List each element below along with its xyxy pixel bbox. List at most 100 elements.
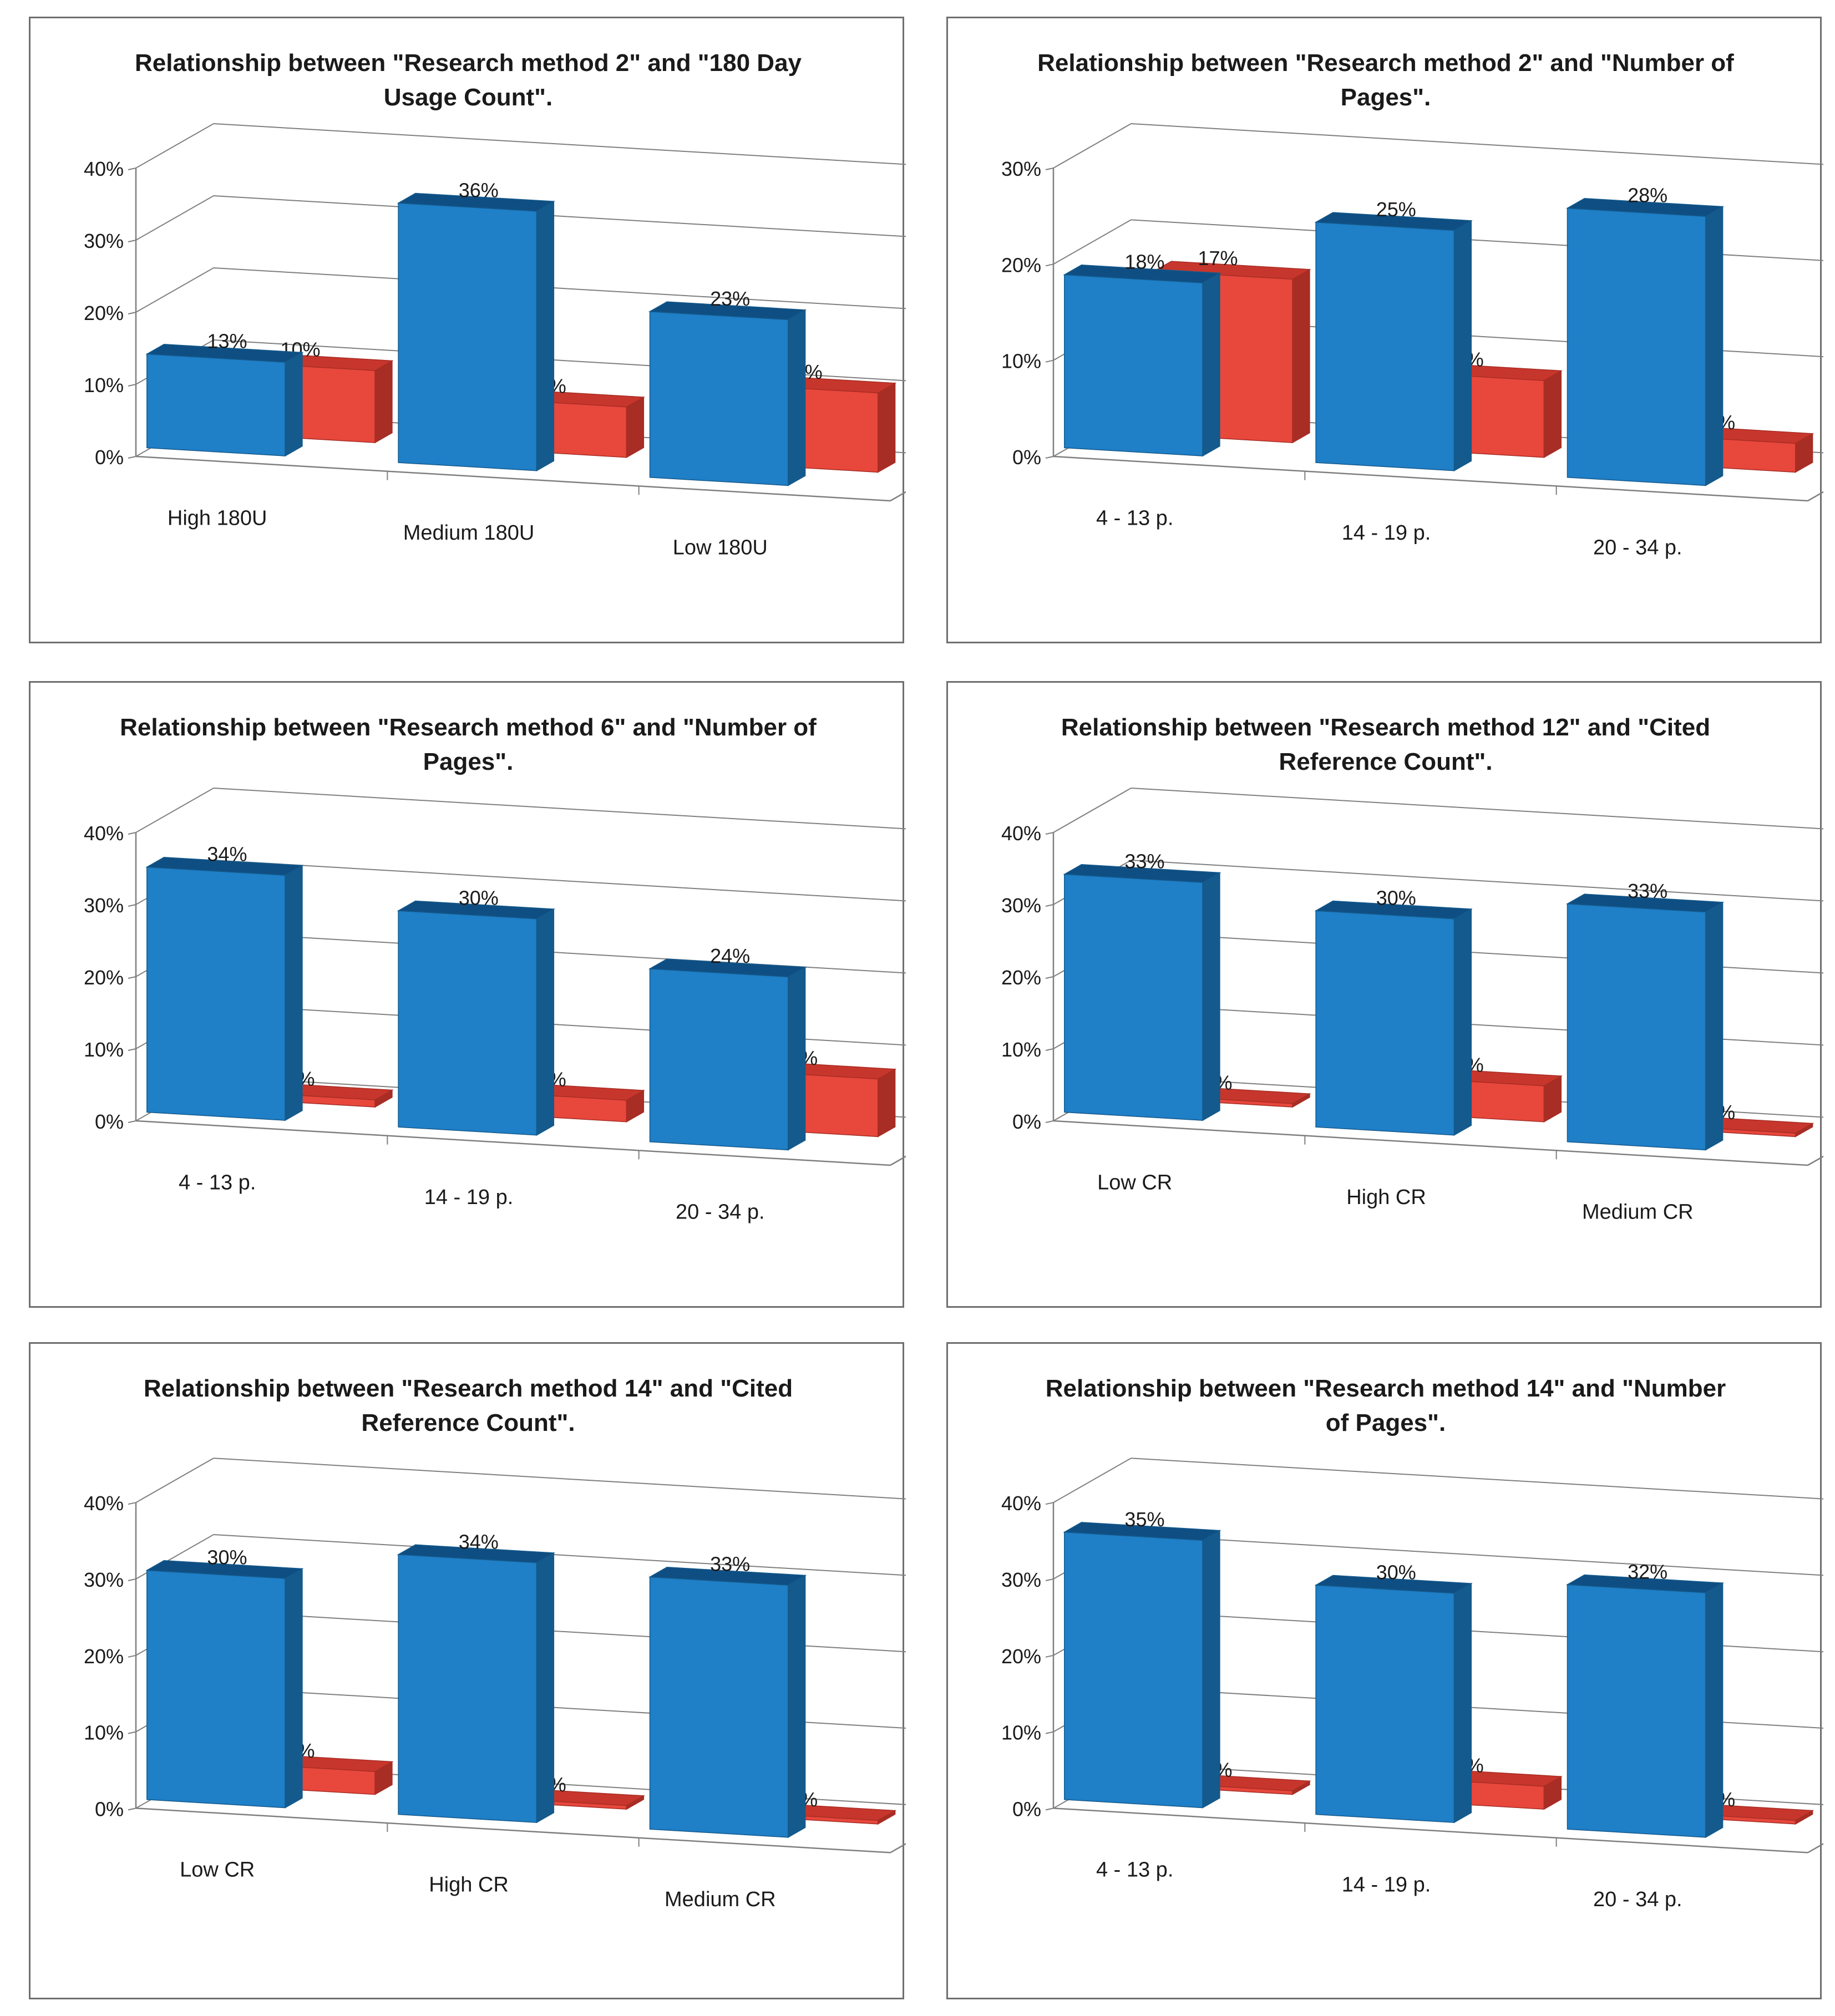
data-label: 23% [710,287,750,310]
y-tick-label: 10% [84,1722,124,1744]
bar-side [536,200,555,471]
gridline [1131,1687,1823,1729]
chart-title-line: Relationship between "Research method 14… [1046,1375,1726,1402]
y-tick [1045,1654,1054,1658]
gridline-side [135,195,214,241]
gridline [1131,1458,1823,1500]
gridline-side [135,123,214,169]
category-label: 4 - 13 p. [1096,1858,1173,1882]
gridline [213,1534,906,1576]
y-tick-label: 40% [84,158,124,180]
y-tick [1045,359,1054,363]
bar-series-1-3 [1565,1574,1725,1839]
chart-title: Relationship between "Research method 6"… [120,714,817,775]
bar-front [146,1570,286,1809]
depth-axis-line [890,1842,906,1853]
bar-top [648,301,807,321]
bar-top [145,344,304,363]
bar-top [1565,198,1725,217]
depth-axis-line [1807,1155,1823,1166]
gridline [213,267,906,309]
y-tick-label: 30% [84,1568,124,1591]
bar-side [1705,1582,1724,1839]
bar-series-1-3 [1565,198,1725,486]
chart-panel-4: Relationship between "Research method 12… [946,681,1823,1308]
bar-top [1153,261,1311,280]
y-tick-label: 10% [1001,1722,1041,1744]
data-label: 30% [207,1546,247,1569]
bar-front [649,311,789,486]
y-tick-label: 40% [84,822,124,845]
data-label: 34% [207,843,247,866]
data-label: 25% [1376,198,1416,221]
gridline [1131,1004,1823,1046]
data-label: 30% [1376,886,1416,909]
bar-top [397,1544,555,1563]
bar-side [626,396,645,458]
gridline [213,1458,906,1500]
bar-front [146,353,286,456]
depth-axis-line [1807,491,1823,502]
y-tick [1045,832,1054,835]
gridline-side [1053,1458,1132,1504]
chart-4: Relationship between "Research method 12… [1001,714,1823,1224]
y-tick-label: 40% [84,1492,124,1515]
bar-side [1705,901,1724,1151]
y-tick-label: 0% [1012,446,1041,469]
bar-side [788,1575,806,1839]
category-label: 20 - 34 p. [1593,1888,1682,1911]
gridline-side [1053,123,1132,169]
chart-5: Relationship between "Research method 14… [84,1375,906,1911]
axes [1045,167,1823,502]
bar-side [1292,268,1310,444]
axes [128,832,906,1166]
bar-series-1-1 [1063,1522,1221,1809]
depth-axis-line [890,491,906,502]
chart-title-line: Relationship between "Research method 12… [1061,714,1710,741]
bar-series-1-1 [145,1560,304,1809]
chart-3: Relationship between "Research method 6"… [84,714,906,1224]
bar-side [1543,370,1562,458]
bar-series-1-2 [1314,900,1473,1136]
chart-panel-1: Relationship between "Research method 2"… [29,17,906,643]
y-tick-label: 20% [84,302,124,324]
gridline [1131,1610,1823,1653]
category-label: 4 - 13 p. [179,1171,256,1194]
data-label: 28% [1628,184,1667,207]
data-label: 18% [1124,251,1164,273]
y-tick [128,1731,136,1734]
bar-front [649,1576,789,1838]
category-label: 20 - 34 p. [1593,536,1682,560]
y-tick-label: 0% [95,446,124,469]
gridline-side [135,1458,214,1504]
data-label: 33% [1628,880,1667,902]
data-label: 34% [459,1530,499,1553]
y-tick [1045,904,1054,907]
y-tick [1045,167,1054,170]
gridline [1131,932,1823,974]
bar-front [1567,903,1706,1151]
y-tick-label: 30% [84,894,124,917]
bar-side [788,966,806,1151]
gridline-side [1053,219,1132,265]
bar-side [374,360,393,444]
gridline-side [135,267,214,313]
y-tick-label: 10% [1001,350,1041,373]
bar-series-1-3 [648,1567,807,1839]
bar-top [397,192,555,212]
y-tick [128,1502,136,1505]
y-tick [128,456,136,459]
chart-title-line: Pages". [423,748,514,775]
bar-series-1-2 [397,192,555,471]
axes [1045,1502,1823,1853]
gridline [1131,788,1823,830]
chart-title-line: Pages". [1341,84,1431,111]
data-label: 33% [1124,850,1164,873]
gridline [1131,219,1823,261]
y-tick-label: 20% [1001,253,1041,276]
bar-top [397,900,555,920]
gridlines [135,123,906,457]
y-tick [1045,1120,1054,1123]
bar-front [398,1554,538,1823]
y-tick-label: 20% [84,966,124,989]
